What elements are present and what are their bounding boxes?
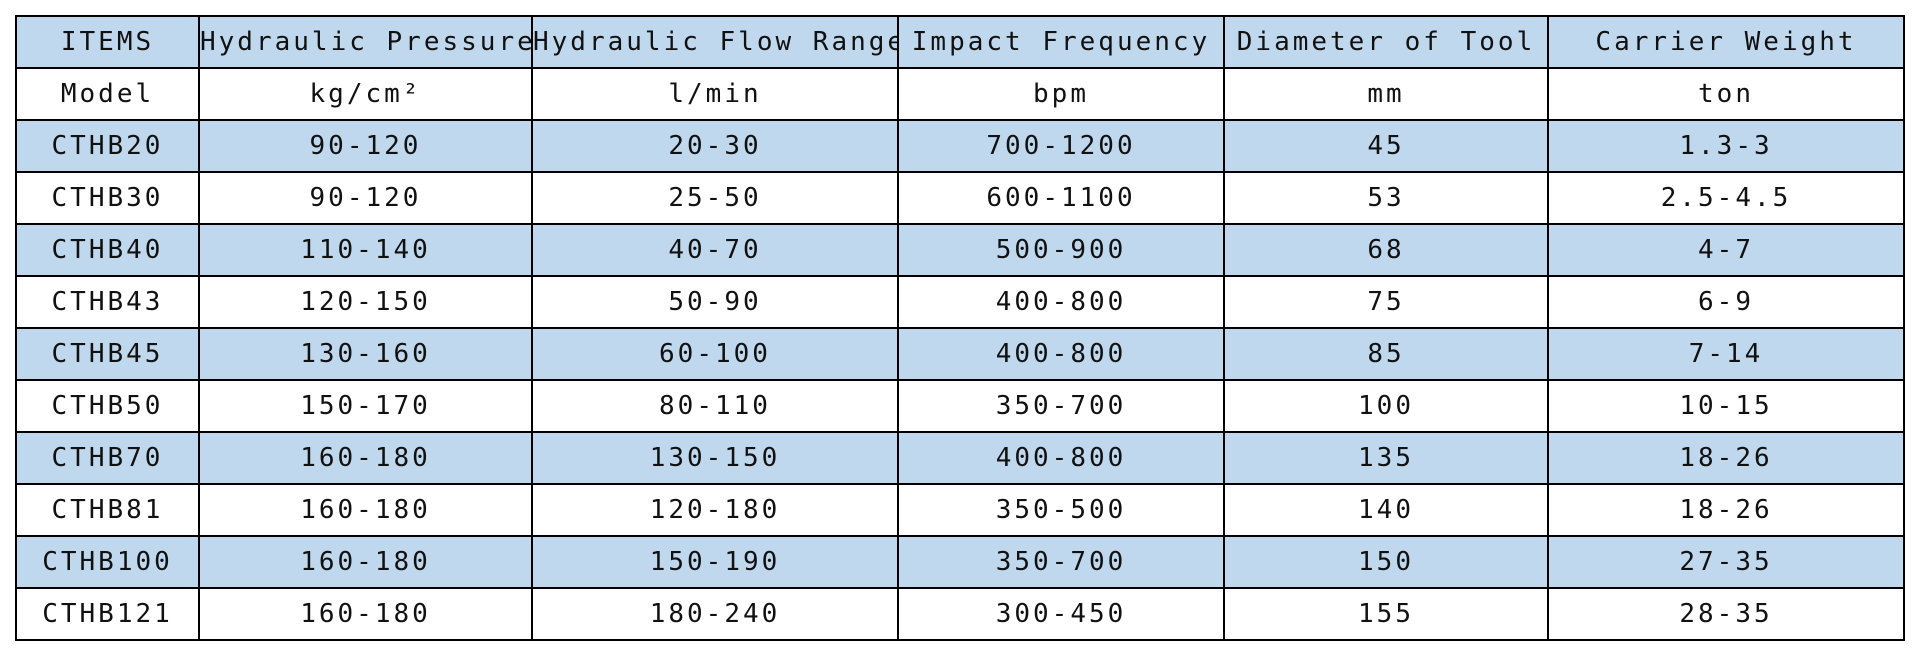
table-row: CTHB70 160-180 130-150 400-800 135 18-26: [15, 431, 1905, 485]
cell-carrier-weight: 7-14: [1547, 327, 1905, 381]
cell-hydraulic-pressure: 90-120: [198, 119, 533, 173]
cell-diameter-of-tool: 140: [1223, 483, 1549, 537]
cell-impact-frequency: 350-700: [897, 535, 1225, 589]
cell-hydraulic-flow-range: 20-30: [531, 119, 899, 173]
cell-model: ITEMS: [15, 15, 200, 69]
cell-model: CTHB50: [15, 379, 200, 433]
cell-model: CTHB81: [15, 483, 200, 537]
cell-diameter-of-tool: 45: [1223, 119, 1549, 173]
cell-hydraulic-pressure: 110-140: [198, 223, 533, 277]
cell-diameter-of-tool: mm: [1223, 67, 1549, 121]
cell-model: Model: [15, 67, 200, 121]
cell-impact-frequency: 400-800: [897, 327, 1225, 381]
spec-table: ITEMS Hydraulic Pressure Hydraulic Flow Ra…: [15, 15, 1905, 641]
cell-model: CTHB45: [15, 327, 200, 381]
cell-carrier-weight: 28-35: [1547, 587, 1905, 641]
cell-hydraulic-pressure: 90-120: [198, 171, 533, 225]
cell-hydraulic-pressure: 150-170: [198, 379, 533, 433]
cell-carrier-weight: 27-35: [1547, 535, 1905, 589]
cell-diameter-of-tool: 100: [1223, 379, 1549, 433]
table-row: CTHB45 130-160 60-100 400-800 85 7-14: [15, 327, 1905, 381]
cell-impact-frequency: bpm: [897, 67, 1225, 121]
table-row: CTHB100 160-180 150-190 350-700 150 27-35: [15, 535, 1905, 589]
table-row: CTHB20 90-120 20-30 700-1200 45 1.3-3: [15, 119, 1905, 173]
table-row: CTHB81 160-180 120-180 350-500 140 18-26: [15, 483, 1905, 537]
cell-carrier-weight: 4-7: [1547, 223, 1905, 277]
cell-hydraulic-pressure: kg/cm²: [198, 67, 533, 121]
cell-hydraulic-flow-range: 180-240: [531, 587, 899, 641]
cell-impact-frequency: 300-450: [897, 587, 1225, 641]
cell-hydraulic-pressure: 130-160: [198, 327, 533, 381]
cell-hydraulic-flow-range: 80-110: [531, 379, 899, 433]
cell-impact-frequency: 500-900: [897, 223, 1225, 277]
cell-impact-frequency: 600-1100: [897, 171, 1225, 225]
cell-diameter-of-tool: Diameter of Tool: [1223, 15, 1549, 69]
cell-hydraulic-flow-range: 60-100: [531, 327, 899, 381]
cell-hydraulic-pressure: 160-180: [198, 431, 533, 485]
spec-table-body: ITEMS Hydraulic Pressure Hydraulic Flow Ra…: [15, 15, 1905, 641]
cell-model: CTHB40: [15, 223, 200, 277]
cell-diameter-of-tool: 150: [1223, 535, 1549, 589]
cell-model: CTHB20: [15, 119, 200, 173]
cell-model: CTHB70: [15, 431, 200, 485]
cell-hydraulic-pressure: Hydraulic Pressure: [198, 15, 533, 69]
cell-impact-frequency: 350-700: [897, 379, 1225, 433]
cell-model: CTHB100: [15, 535, 200, 589]
cell-hydraulic-flow-range: 50-90: [531, 275, 899, 329]
cell-carrier-weight: 1.3-3: [1547, 119, 1905, 173]
cell-carrier-weight: 18-26: [1547, 431, 1905, 485]
cell-hydraulic-pressure: 160-180: [198, 535, 533, 589]
table-row: CTHB40 110-140 40-70 500-900 68 4-7: [15, 223, 1905, 277]
cell-hydraulic-pressure: 120-150: [198, 275, 533, 329]
cell-impact-frequency: 700-1200: [897, 119, 1225, 173]
cell-carrier-weight: 6-9: [1547, 275, 1905, 329]
cell-hydraulic-pressure: 160-180: [198, 483, 533, 537]
cell-model: CTHB30: [15, 171, 200, 225]
cell-impact-frequency: 400-800: [897, 431, 1225, 485]
cell-carrier-weight: Carrier Weight: [1547, 15, 1905, 69]
cell-hydraulic-flow-range: 40-70: [531, 223, 899, 277]
cell-model: CTHB121: [15, 587, 200, 641]
cell-hydraulic-pressure: 160-180: [198, 587, 533, 641]
cell-carrier-weight: 2.5-4.5: [1547, 171, 1905, 225]
cell-model: CTHB43: [15, 275, 200, 329]
cell-carrier-weight: 18-26: [1547, 483, 1905, 537]
cell-hydraulic-flow-range: 25-50: [531, 171, 899, 225]
table-row: CTHB30 90-120 25-50 600-1100 53 2.5-4.5: [15, 171, 1905, 225]
cell-hydraulic-flow-range: Hydraulic Flow Range: [531, 15, 899, 69]
cell-carrier-weight: ton: [1547, 67, 1905, 121]
cell-hydraulic-flow-range: 120-180: [531, 483, 899, 537]
cell-diameter-of-tool: 75: [1223, 275, 1549, 329]
cell-diameter-of-tool: 85: [1223, 327, 1549, 381]
cell-hydraulic-flow-range: l/min: [531, 67, 899, 121]
cell-diameter-of-tool: 155: [1223, 587, 1549, 641]
cell-diameter-of-tool: 135: [1223, 431, 1549, 485]
header-row: ITEMS Hydraulic Pressure Hydraulic Flow Ra…: [15, 15, 1905, 69]
cell-diameter-of-tool: 68: [1223, 223, 1549, 277]
cell-carrier-weight: 10-15: [1547, 379, 1905, 433]
cell-impact-frequency: Impact Frequency: [897, 15, 1225, 69]
table-row: CTHB43 120-150 50-90 400-800 75 6-9: [15, 275, 1905, 329]
cell-impact-frequency: 350-500: [897, 483, 1225, 537]
cell-diameter-of-tool: 53: [1223, 171, 1549, 225]
table-row: CTHB121 160-180 180-240 300-450 155 28-35: [15, 587, 1905, 641]
units-row: Model kg/cm² l/min bpm mm ton: [15, 67, 1905, 121]
cell-hydraulic-flow-range: 130-150: [531, 431, 899, 485]
cell-hydraulic-flow-range: 150-190: [531, 535, 899, 589]
cell-impact-frequency: 400-800: [897, 275, 1225, 329]
table-row: CTHB50 150-170 80-110 350-700 100 10-15: [15, 379, 1905, 433]
